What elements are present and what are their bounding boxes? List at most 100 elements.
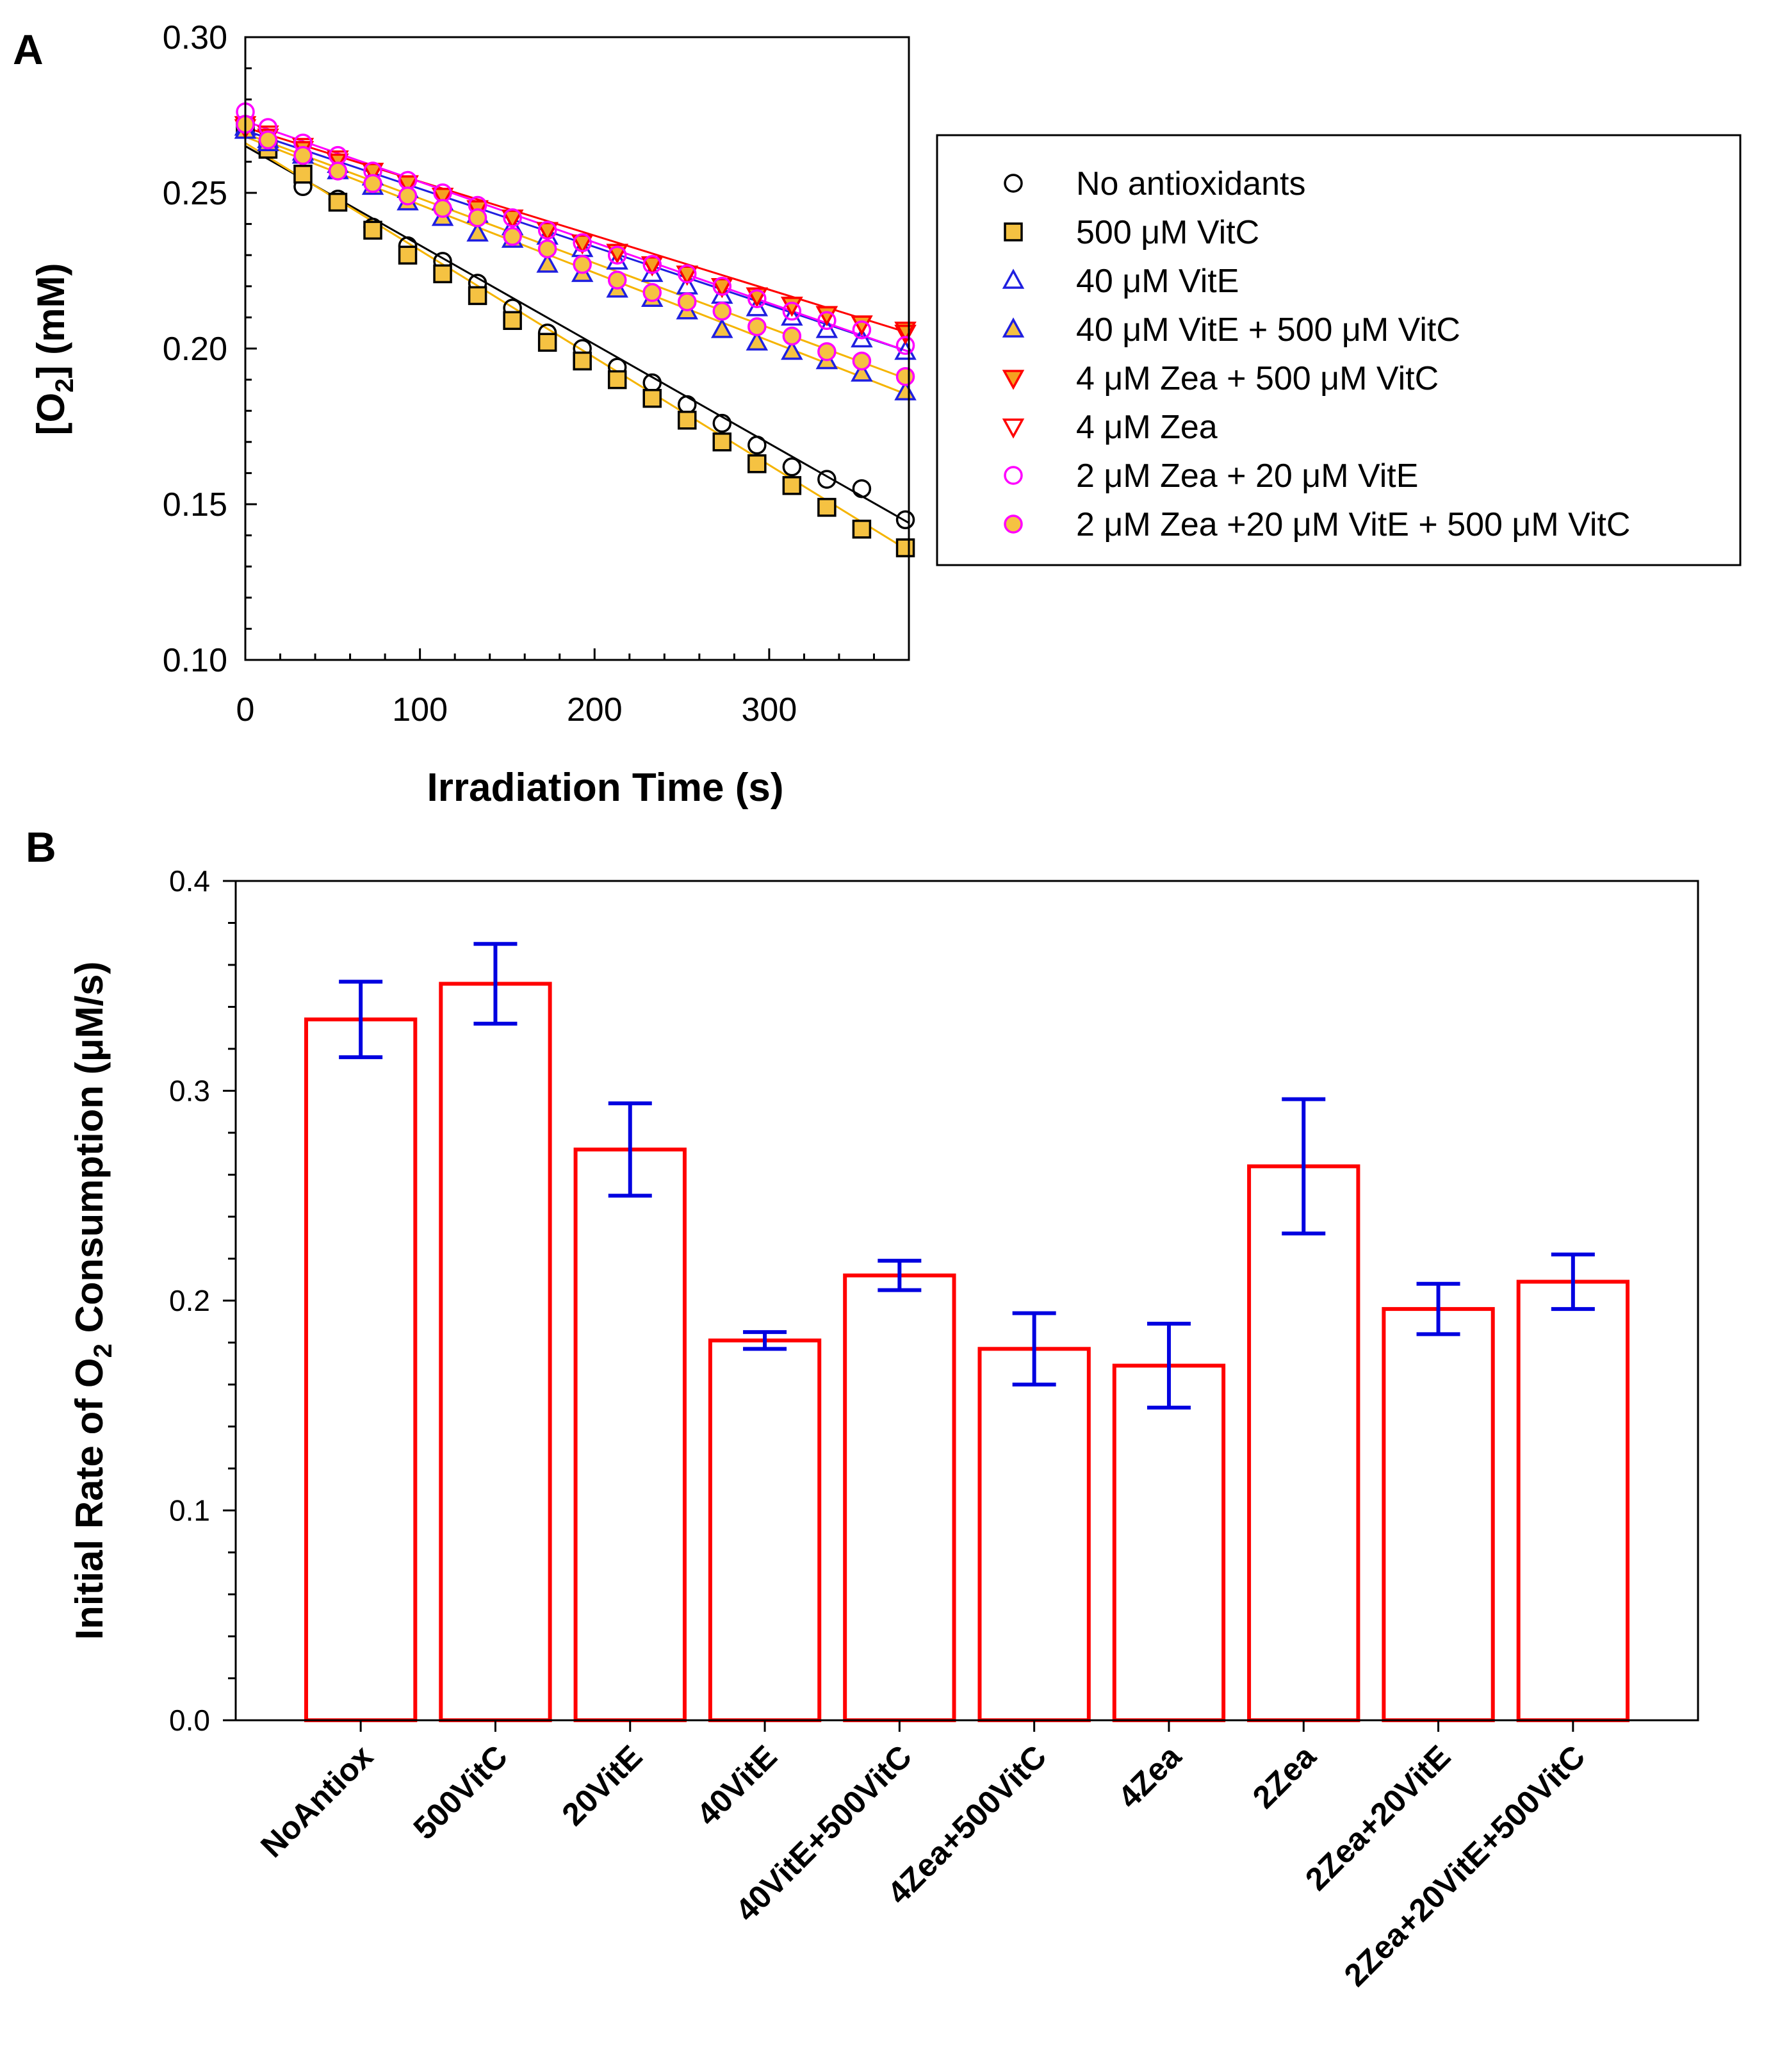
y-tick-label: 0.0 (169, 1704, 210, 1737)
data-point (711, 318, 733, 338)
legend-marker (1002, 370, 1025, 390)
data-point (642, 255, 662, 274)
data-point (852, 351, 872, 371)
bar (439, 982, 552, 1722)
data-point (433, 199, 452, 218)
data-point (398, 186, 418, 206)
data-point (537, 220, 557, 240)
legend-label: No antioxidants (1076, 165, 1305, 202)
panel-a-plot-frame (244, 36, 910, 661)
legend-marker (1004, 222, 1023, 242)
bar (977, 1347, 1091, 1722)
data-point (851, 361, 873, 382)
panel-a-data-points (234, 102, 917, 557)
data-point (782, 457, 802, 477)
legend-marker (1002, 418, 1025, 439)
panel-a-label: A (13, 26, 44, 73)
data-point (466, 221, 489, 242)
category-label: 40VitE (690, 1738, 784, 1832)
data-point (573, 255, 592, 274)
panel-b-error-bars (339, 942, 1595, 1410)
category-label: 500VitC (407, 1738, 515, 1846)
data-point (503, 208, 522, 227)
data-point (817, 470, 837, 489)
data-point (328, 192, 348, 212)
data-point (712, 413, 732, 433)
bar (1382, 1307, 1495, 1722)
y-tick-label: 0.30 (163, 19, 227, 56)
data-point (817, 311, 837, 331)
data-point (782, 476, 802, 495)
data-point (468, 286, 487, 306)
data-point (398, 245, 418, 265)
panel-b-y-axis: 0.0 0.1 0.2 0.3 0.4 (169, 864, 236, 1737)
data-point (361, 163, 384, 183)
data-point (895, 538, 915, 557)
data-point (573, 233, 592, 252)
data-point (894, 324, 917, 345)
data-point (642, 283, 662, 302)
data-point (852, 320, 872, 340)
bar (1247, 1164, 1360, 1722)
legend-marker (1002, 317, 1025, 338)
data-point (676, 265, 699, 286)
legend-label: 500 μM VitC (1076, 214, 1259, 251)
data-point (293, 165, 313, 184)
bar (1112, 1363, 1226, 1722)
data-point (781, 305, 803, 326)
data-point (606, 249, 628, 270)
bar (708, 1338, 822, 1723)
panel-b-label: B (26, 823, 56, 871)
data-point (678, 292, 697, 311)
data-point (607, 245, 627, 265)
x-tick-label: 100 (392, 691, 448, 728)
data-point (815, 306, 838, 327)
legend-label: 4 μM Zea + 500 μM VitC (1076, 360, 1439, 397)
data-point (431, 188, 454, 208)
category-label: 20VitE (555, 1738, 649, 1832)
panel-b-x-axis: NoAntiox 500VitC 20VitE 40VitE40VitE+500Vit… (254, 1720, 1592, 1993)
data-point (678, 264, 697, 284)
data-point (894, 340, 917, 360)
panel-a-x-axis-title: Irradiation Time (s) (427, 766, 784, 810)
legend-marker (1004, 514, 1023, 534)
legend-label: 2 μM Zea +20 μM VitE + 500 μM VitC (1076, 506, 1630, 543)
panel-b-bars (304, 982, 1630, 1723)
y-tick-label: 0.3 (169, 1074, 210, 1108)
data-point (851, 315, 873, 336)
data-point (895, 366, 915, 386)
legend-label: 2 μM Zea + 20 μM VitE (1076, 457, 1418, 495)
data-point (895, 336, 915, 355)
y-tick-label: 0.15 (163, 486, 227, 523)
data-point (396, 175, 419, 196)
y-tick-label: 0.1 (169, 1494, 210, 1527)
data-point (782, 301, 802, 321)
data-point (433, 264, 452, 284)
data-point (328, 161, 348, 181)
data-point (781, 340, 803, 360)
bar (843, 1273, 956, 1722)
data-point (536, 222, 559, 242)
data-point (746, 330, 769, 351)
panel-b-y-axis-title: Initial Rate of O2 Consumption (μM/s) (68, 962, 117, 1640)
legend-label: 4 μM Zea (1076, 409, 1218, 446)
data-point (537, 333, 557, 352)
legend-label: 40 μM VitE + 500 μM VitC (1076, 311, 1460, 349)
data-point (781, 297, 803, 317)
data-point (782, 326, 802, 346)
panel-a-fit-lines (245, 120, 910, 552)
data-point (258, 130, 278, 150)
data-point (363, 220, 382, 240)
data-point (293, 145, 313, 165)
x-tick-label: 0 (236, 691, 255, 728)
data-point (537, 239, 557, 259)
data-point (711, 278, 733, 299)
y-tick-label: 0.4 (169, 864, 210, 898)
data-point (894, 380, 917, 400)
data-point (678, 395, 697, 415)
y-tick-label: 0.25 (163, 175, 227, 212)
data-point (852, 520, 872, 539)
data-point (536, 252, 559, 273)
legend-label: 40 μM VitE (1076, 263, 1239, 300)
